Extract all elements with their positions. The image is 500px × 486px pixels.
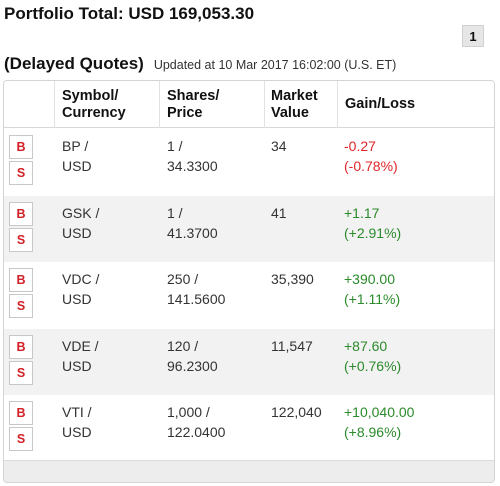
sell-button[interactable]: S	[9, 294, 33, 319]
table-row: B S BP / USD 1 / 34.3300 34 -0.27 (-0.78%)	[4, 129, 494, 195]
shares-price-cell: 1 / 34.3300	[167, 136, 218, 176]
currency-text: USD	[62, 158, 92, 174]
shares-text: 1 /	[167, 204, 183, 221]
price-text: 34.3300	[167, 158, 218, 174]
sell-button[interactable]: S	[9, 427, 33, 452]
market-value-cell: 11,547	[271, 336, 313, 356]
price-text: 96.2300	[167, 357, 218, 374]
market-value-cell: 122,040	[271, 402, 322, 422]
table-row: B S VTI / USD 1,000 / 122.0400 122,040 +10,040.…	[4, 395, 494, 462]
header-shares-price: Shares/ Price	[167, 88, 220, 121]
table-header: Symbol/ Currency Shares/ Price Market Va…	[4, 81, 494, 128]
market-value-text: 122,040	[271, 404, 322, 421]
symbol-cell: VTI / USD	[62, 402, 92, 442]
header-symbol-currency: Symbol/ Currency	[62, 88, 126, 121]
shares-text: 250 /	[167, 271, 199, 288]
market-value-cell: 35,390	[271, 269, 314, 289]
sell-button[interactable]: S	[9, 161, 33, 185]
shares-price-cell: 250 / 141.5600	[167, 269, 225, 309]
header-market-value: Market Value	[271, 88, 318, 121]
sell-button[interactable]: S	[9, 227, 33, 252]
holdings-table: Symbol/ Currency Shares/ Price Market Va…	[3, 80, 495, 483]
gain-loss-cell: +1.17 (+2.91%)	[344, 203, 401, 243]
symbol-text: GSK /	[62, 204, 100, 221]
market-value-text: 34	[271, 138, 287, 154]
symbol-text: VTI /	[62, 404, 92, 421]
price-text: 141.5600	[167, 291, 226, 308]
market-value-text: 11,547	[271, 337, 313, 354]
buy-button[interactable]: B	[9, 334, 33, 359]
portfolio-total: Portfolio Total: USD 169,053.30	[4, 4, 255, 23]
gain-loss-cell: +390.00 (+1.11%)	[344, 269, 400, 309]
symbol-text: BP /	[62, 138, 89, 154]
gain-amount-text: +10,040.00	[344, 404, 415, 421]
header-divider	[54, 81, 55, 128]
sell-button[interactable]: S	[9, 360, 33, 385]
gain-loss-cell: -0.27 (-0.78%)	[344, 136, 398, 176]
table-footer	[4, 460, 494, 482]
buy-button[interactable]: B	[9, 268, 33, 293]
quotes-header: (Delayed Quotes) Updated at 10 Mar 2017 …	[4, 54, 396, 74]
header-divider	[264, 81, 265, 128]
currency-text: USD	[62, 424, 92, 441]
market-value-cell: 41	[271, 203, 287, 223]
price-text: 41.3700	[167, 224, 218, 241]
symbol-cell: BP / USD	[62, 136, 92, 176]
gain-amount-text: +390.00	[344, 271, 395, 288]
buy-button[interactable]: B	[9, 401, 33, 426]
gain-percent-text: (+1.11%)	[344, 291, 401, 308]
page-number-badge[interactable]: 1	[462, 25, 484, 47]
currency-text: USD	[62, 291, 92, 308]
market-value-cell: 34	[271, 136, 287, 156]
gain-percent-text: (+2.91%)	[344, 224, 402, 241]
market-value-text: 35,390	[271, 271, 314, 288]
gain-percent-text: (-0.78%)	[344, 158, 398, 174]
delayed-quotes-title: (Delayed Quotes)	[4, 54, 144, 73]
gain-amount-text: +87.60	[344, 337, 388, 354]
gain-amount-text: +1.17	[344, 204, 380, 221]
header-gain-loss: Gain/Loss	[345, 96, 416, 112]
shares-price-cell: 120 / 96.2300	[167, 336, 218, 376]
gain-percent-text: (+0.76%)	[344, 357, 402, 374]
gain-loss-cell: +87.60 (+0.76%)	[344, 336, 401, 376]
table-row: B S VDE / USD 120 / 96.2300 11,547 +87.60 (+0.76…	[4, 328, 494, 395]
buy-button[interactable]: B	[9, 201, 33, 226]
header-divider	[159, 81, 160, 128]
price-text: 122.0400	[167, 424, 226, 441]
shares-price-cell: 1,000 / 122.0400	[167, 402, 225, 442]
buy-button[interactable]: B	[9, 135, 33, 159]
table-row: B S VDC / USD 250 / 141.5600 35,390 +390.00 (+1.…	[4, 262, 494, 329]
shares-text: 1,000 /	[167, 404, 210, 421]
header-divider	[337, 81, 338, 128]
symbol-cell: VDC / USD	[62, 269, 99, 309]
market-value-text: 41	[271, 204, 287, 221]
gain-percent-text: (+8.96%)	[344, 424, 402, 441]
updated-timestamp: Updated at 10 Mar 2017 16:02:00 (U.S. ET…	[153, 58, 397, 72]
table-row: B S GSK / USD 1 / 41.3700 41 +1.17 (+2.91%)	[4, 195, 494, 262]
shares-text: 1 /	[167, 138, 183, 154]
symbol-text: VDC /	[62, 271, 100, 288]
symbol-cell: VDE / USD	[62, 336, 99, 376]
symbol-text: VDE /	[62, 337, 99, 354]
symbol-cell: GSK / USD	[62, 203, 99, 243]
gain-amount-text: -0.27	[344, 138, 376, 154]
shares-price-cell: 1 / 41.3700	[167, 203, 218, 243]
shares-text: 120 /	[167, 337, 199, 354]
gain-loss-cell: +10,040.00 (+8.96%)	[344, 402, 414, 442]
currency-text: USD	[62, 357, 92, 374]
currency-text: USD	[62, 224, 92, 241]
